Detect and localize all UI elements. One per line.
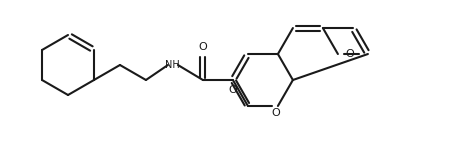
Text: O: O	[271, 108, 280, 118]
Text: O: O	[345, 49, 354, 59]
Text: O: O	[228, 85, 237, 95]
Text: O: O	[198, 41, 207, 52]
Text: NH: NH	[164, 60, 179, 70]
